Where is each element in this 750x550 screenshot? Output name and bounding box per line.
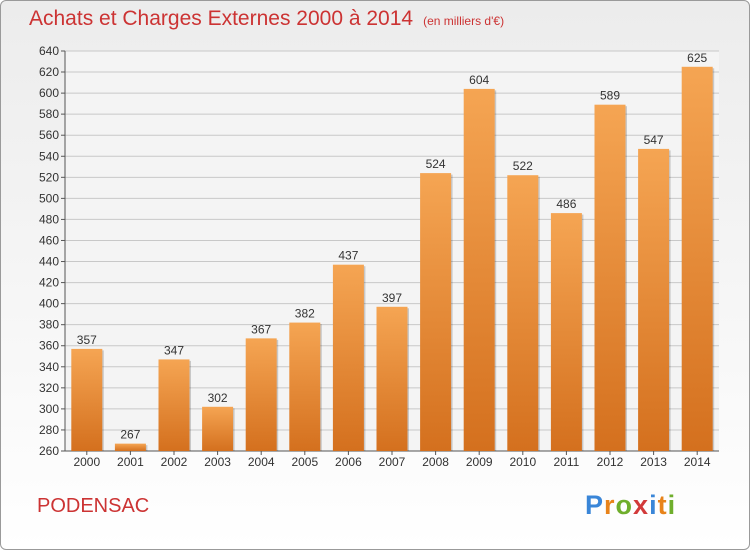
y-tick-label: 340 — [39, 360, 59, 374]
x-tick-label: 2011 — [553, 455, 579, 469]
x-tick-label: 2014 — [684, 455, 711, 469]
bar — [681, 66, 713, 451]
bar — [289, 322, 321, 451]
y-tick-label: 540 — [39, 149, 59, 163]
data-label: 604 — [469, 73, 489, 87]
chart-unit: (en milliers d'€) — [423, 14, 505, 28]
data-label: 347 — [164, 343, 184, 357]
bar — [158, 359, 190, 451]
chart-title: Achats et Charges Externes 2000 à 2014 (e… — [29, 7, 504, 31]
x-tick-label: 2008 — [422, 455, 449, 469]
bar — [71, 348, 103, 451]
y-tick-label: 460 — [39, 233, 59, 247]
bar — [376, 306, 408, 451]
logo-letter: o — [615, 490, 634, 520]
bar — [463, 88, 495, 451]
logo-letter: P — [585, 490, 605, 520]
y-tick-label: 260 — [39, 444, 59, 458]
town-name: PODENSAC — [37, 495, 150, 517]
y-tick-label: 560 — [39, 128, 59, 142]
y-tick-label: 440 — [39, 255, 59, 269]
y-tick-label: 580 — [39, 107, 59, 121]
data-label: 382 — [295, 307, 315, 321]
data-label: 397 — [382, 291, 402, 305]
data-label: 302 — [208, 391, 228, 405]
y-tick-label: 600 — [39, 86, 59, 100]
y-tick-label: 480 — [39, 212, 59, 226]
data-label: 367 — [251, 322, 271, 336]
data-label: 547 — [644, 133, 664, 147]
data-label: 267 — [120, 428, 140, 442]
proxiti-logo: Proxiti — [585, 490, 676, 521]
bar — [202, 406, 234, 451]
x-tick-label: 2013 — [640, 455, 667, 469]
logo-letter: x — [633, 490, 650, 520]
x-tick-label: 2004 — [248, 455, 275, 469]
x-tick-label: 2010 — [509, 455, 536, 469]
y-tick-label: 300 — [39, 402, 59, 416]
bar — [114, 443, 146, 451]
x-tick-label: 2002 — [161, 455, 188, 469]
x-tick-label: 2009 — [466, 455, 493, 469]
logo-letter: i — [649, 490, 658, 520]
bar — [332, 264, 364, 451]
x-tick-label: 2000 — [73, 455, 100, 469]
data-label: 357 — [77, 333, 97, 347]
chart-title-text: Achats et Charges Externes 2000 à 2014 — [29, 7, 414, 30]
y-tick-label: 500 — [39, 191, 59, 205]
y-tick-label: 520 — [39, 170, 59, 184]
x-tick-label: 2012 — [597, 455, 624, 469]
x-tick-label: 2005 — [291, 455, 318, 469]
y-tick-label: 420 — [39, 276, 59, 290]
bar — [550, 213, 582, 451]
x-tick-label: 2007 — [379, 455, 406, 469]
y-tick-label: 380 — [39, 318, 59, 332]
bar — [245, 338, 277, 451]
data-label: 625 — [687, 51, 707, 65]
y-tick-label: 360 — [39, 339, 59, 353]
y-tick-label: 280 — [39, 423, 59, 437]
bar — [594, 104, 626, 452]
y-tick-label: 320 — [39, 381, 59, 395]
logo-letter: r — [604, 490, 616, 520]
y-tick-label: 640 — [39, 44, 59, 58]
x-tick-label: 2006 — [335, 455, 362, 469]
bar — [638, 148, 670, 452]
x-tick-label: 2001 — [117, 455, 144, 469]
y-tick-label: 400 — [39, 297, 59, 311]
bars — [71, 66, 715, 452]
data-label: 522 — [513, 159, 533, 173]
logo-letter: i — [667, 490, 677, 520]
data-label: 486 — [556, 197, 576, 211]
bar — [507, 175, 539, 452]
data-label: 437 — [338, 249, 358, 263]
data-label: 524 — [426, 157, 446, 171]
bar — [420, 173, 452, 451]
labels: 260 280 300 320 340 360 380 400 420 440 460 480 500 5… — [39, 44, 711, 469]
logo-letter: t — [657, 490, 668, 520]
x-tick-label: 2003 — [204, 455, 231, 469]
data-label: 589 — [600, 89, 620, 103]
y-tick-label: 620 — [39, 65, 59, 79]
